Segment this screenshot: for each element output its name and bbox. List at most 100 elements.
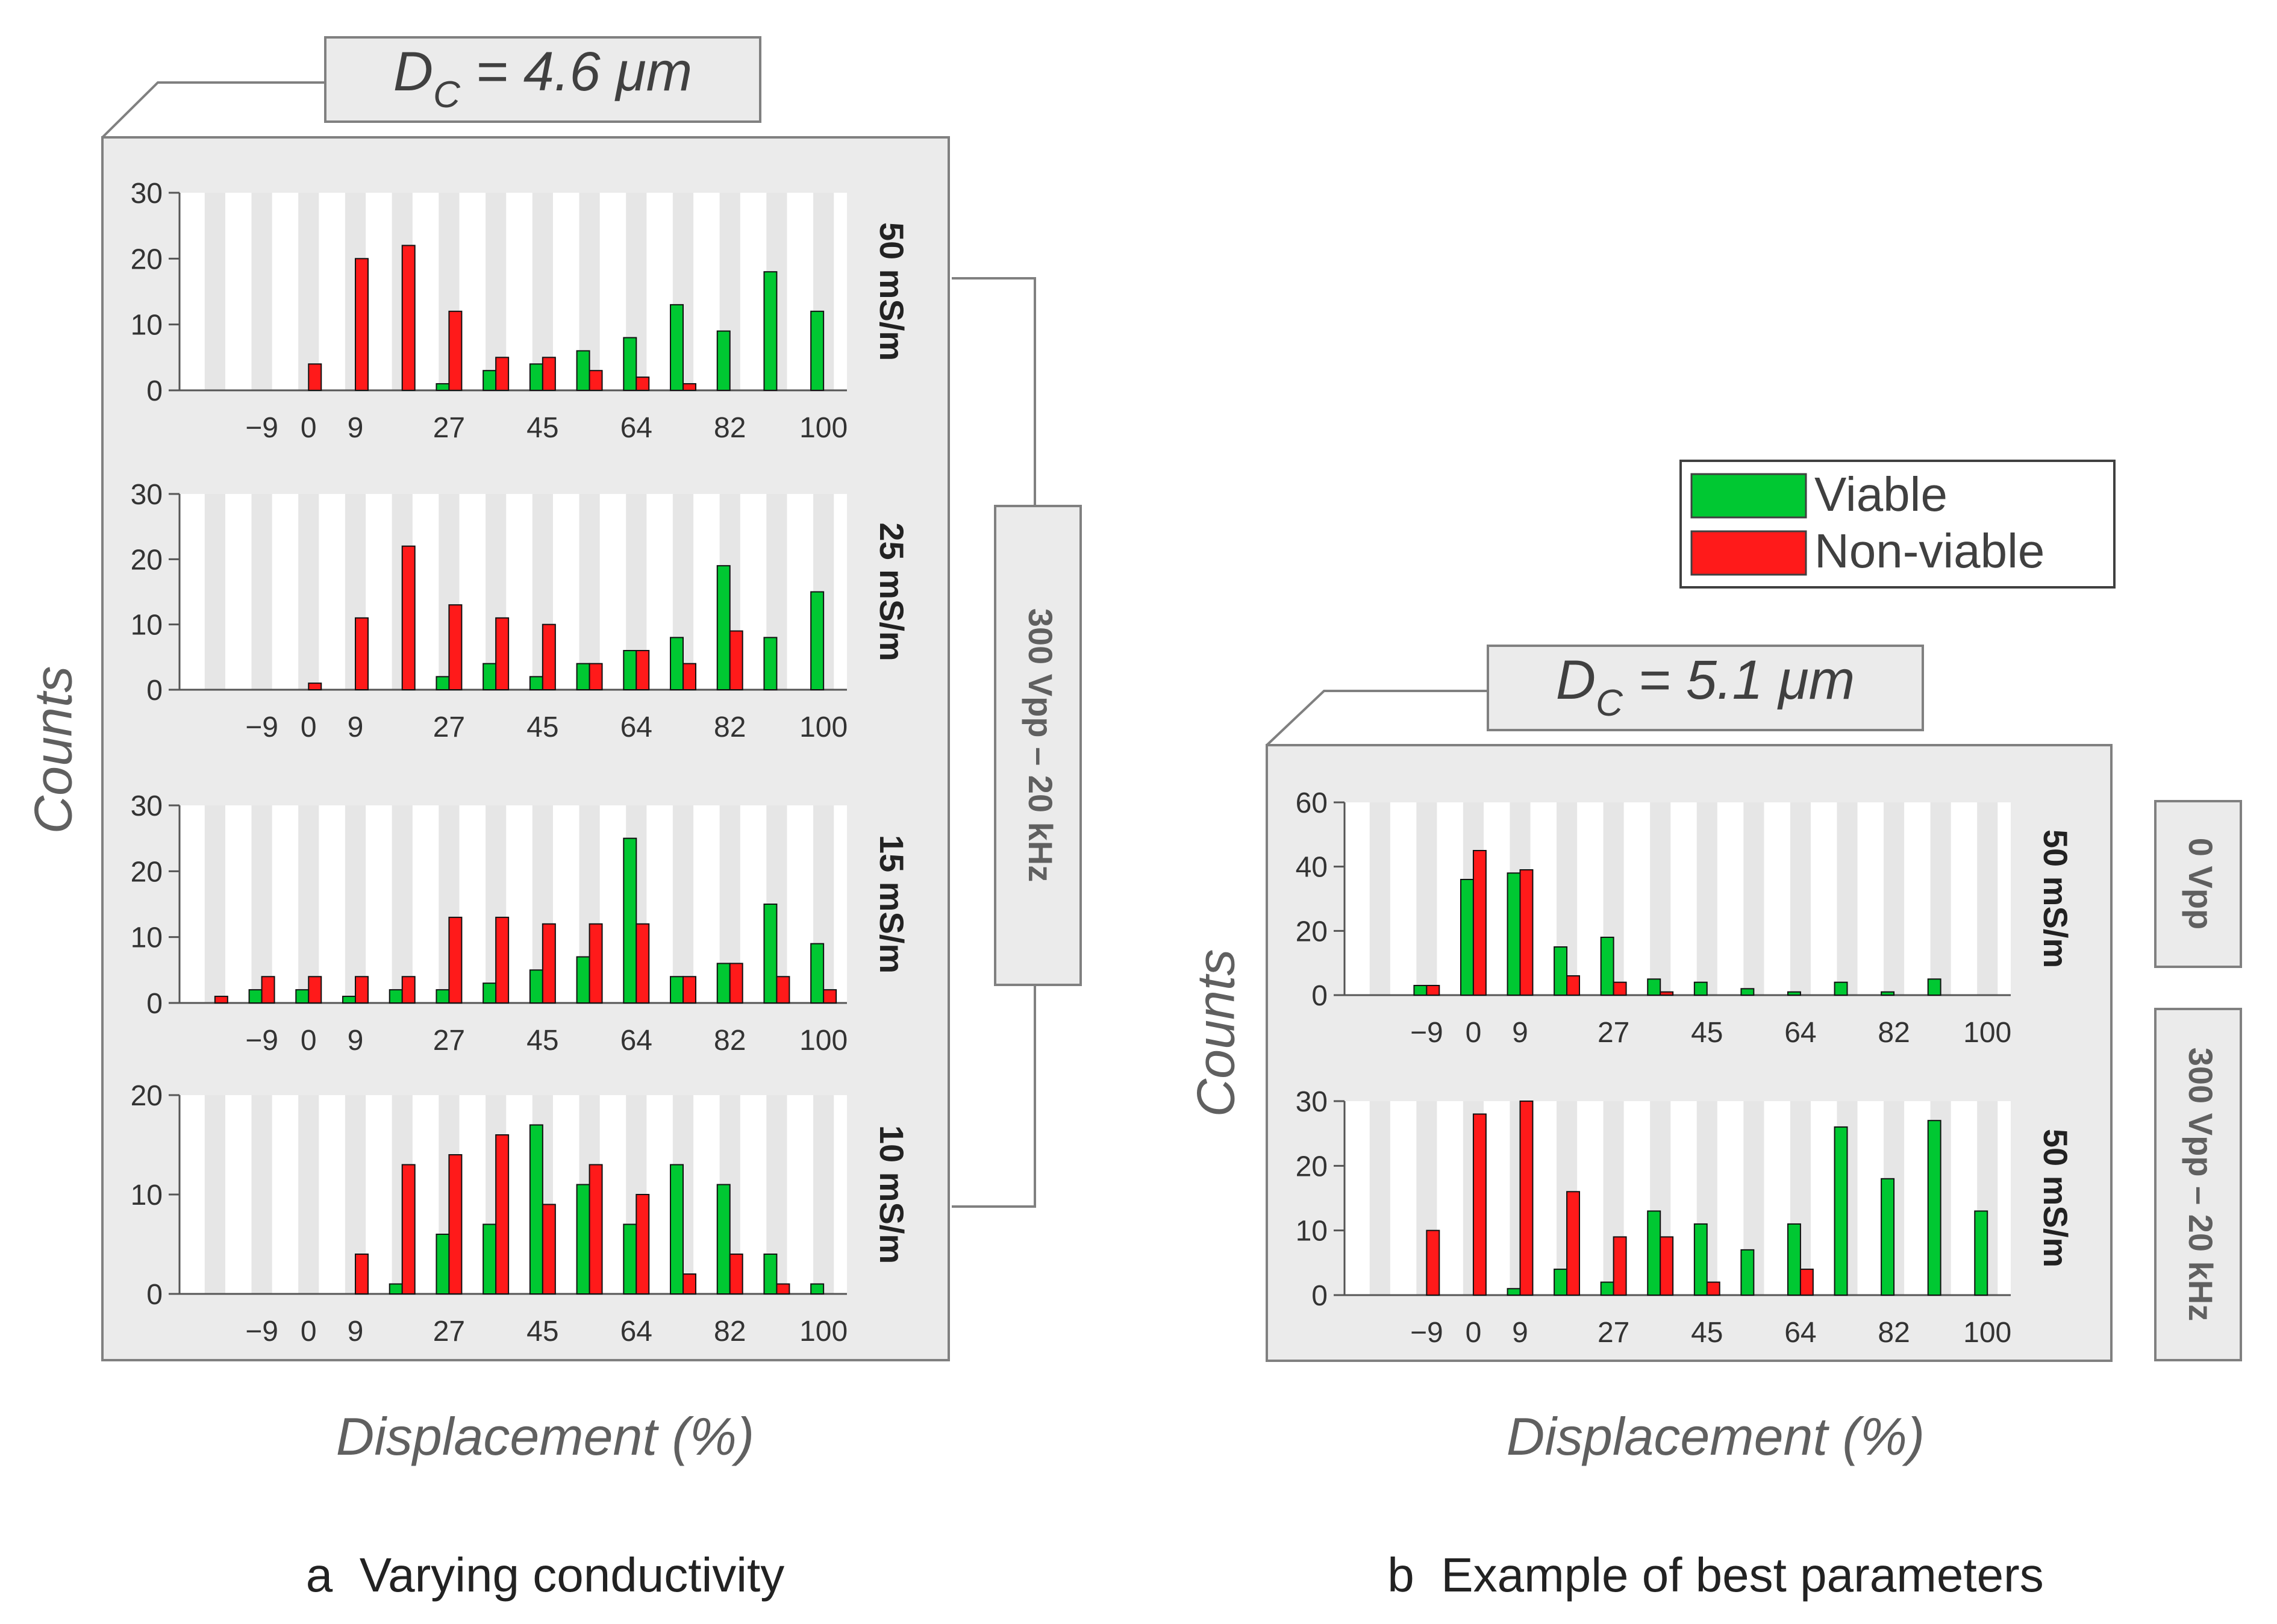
panel-a-bracket-top: [952, 277, 1036, 506]
x-tick-label: 100: [1963, 1017, 2011, 1049]
plot-area: [180, 1095, 847, 1294]
grid-stripe: [1650, 802, 1671, 995]
grid-stripe: [1416, 802, 1437, 995]
y-tick-label: 10: [131, 610, 163, 642]
panel-b-voltage-box-top: [2154, 800, 2242, 968]
x-tick-label: 82: [714, 1316, 746, 1348]
row-label: 15 mS/m: [873, 835, 911, 973]
bar-nonviable: [682, 976, 696, 1004]
x-tick-label: 27: [1598, 1317, 1629, 1349]
bar-viable: [1600, 937, 1614, 996]
bar-nonviable: [308, 682, 322, 690]
x-tick-label: 0: [301, 1025, 317, 1057]
grid-stripe: [204, 1095, 225, 1294]
x-tick-label: 27: [433, 1316, 465, 1348]
legend-swatch-viable: [1690, 473, 1807, 519]
panel-a-caption: a Varying conductivity: [306, 1548, 784, 1602]
bar-nonviable: [1472, 1113, 1487, 1296]
grid-stripe: [298, 1095, 319, 1294]
bar-nonviable: [729, 630, 743, 690]
panel-b-voltage-label-top: 0 Vpp: [2182, 838, 2220, 929]
x-tick-label: 82: [714, 1025, 746, 1057]
x-tick-label: 64: [1784, 1017, 1816, 1049]
bar-viable: [576, 956, 590, 1004]
x-tick-label: 64: [620, 1316, 652, 1348]
bar-nonviable: [776, 976, 790, 1004]
bar-viable: [1507, 872, 1521, 996]
x-tick-label: 27: [433, 711, 465, 743]
bar-nonviable: [1660, 1236, 1674, 1296]
y-tick-label: 30: [131, 178, 163, 210]
x-tick-label: 9: [348, 412, 364, 444]
bar-nonviable: [542, 357, 556, 391]
panel-b-x-axis-title: Displacement (%): [1507, 1407, 1925, 1466]
bar-viable: [1554, 946, 1568, 996]
bar-viable: [1554, 1269, 1568, 1296]
bar-viable: [810, 943, 825, 1004]
x-tick-label: 82: [714, 412, 746, 444]
bar-viable: [623, 650, 637, 690]
y-tick-label: 60: [1296, 787, 1328, 819]
bar-viable: [1927, 1120, 1941, 1296]
bar-viable: [716, 330, 731, 391]
bar-nonviable: [1566, 975, 1581, 996]
bar-viable: [670, 304, 684, 391]
bar-nonviable: [261, 976, 275, 1004]
bar-viable: [670, 637, 684, 691]
bar-viable: [810, 310, 825, 391]
grid-stripe: [1837, 802, 1858, 995]
x-tick-label: 0: [301, 711, 317, 743]
bar-nonviable: [589, 370, 603, 392]
grid-stripe: [672, 805, 694, 1003]
bar-nonviable: [495, 916, 510, 1004]
panel-b-diameter-label: DC = 5.1 μm: [1556, 649, 1855, 724]
bar-nonviable: [1519, 1101, 1534, 1296]
bar-nonviable: [448, 1154, 463, 1295]
y-tick-label: 30: [131, 479, 163, 511]
bar-viable: [1881, 991, 1895, 996]
bar-viable: [483, 663, 497, 690]
y-tick-label: 10: [131, 310, 163, 342]
x-tick-label: 27: [433, 1025, 465, 1057]
x-tick-label: 0: [1466, 1317, 1482, 1349]
bar-nonviable: [682, 383, 696, 391]
legend-label-nonviable: Non-viable: [1814, 524, 2044, 578]
y-tick-label: 20: [131, 243, 163, 275]
bar-viable: [576, 350, 590, 392]
bar-nonviable: [1426, 1229, 1440, 1296]
bar-nonviable: [776, 1283, 790, 1295]
row-label: 25 mS/m: [873, 522, 911, 661]
grid-stripe: [1369, 802, 1390, 995]
bar-viable: [670, 976, 684, 1004]
y-tick-label: 20: [131, 1080, 163, 1112]
bar-nonviable: [729, 1254, 743, 1295]
grid-stripe: [1930, 802, 1951, 995]
bar-nonviable: [308, 976, 322, 1004]
bar-viable: [389, 1283, 403, 1295]
bar-nonviable: [636, 376, 650, 392]
bar-viable: [1974, 1210, 1988, 1296]
grid-stripe: [204, 494, 225, 690]
x-tick-label: −9: [245, 1316, 278, 1348]
y-tick-label: 40: [1296, 852, 1328, 884]
x-tick-label: 0: [1466, 1017, 1482, 1049]
bar-viable: [436, 989, 450, 1004]
bar-viable: [670, 1164, 684, 1295]
y-tick-label: 10: [131, 922, 163, 954]
bar-nonviable: [729, 963, 743, 1004]
bar-viable: [1881, 1178, 1895, 1296]
x-tick-label: 100: [799, 1025, 848, 1057]
y-tick-label: 0: [146, 375, 163, 407]
bar-nonviable: [355, 617, 369, 691]
x-tick-label: 0: [301, 412, 317, 444]
bar-nonviable: [1472, 850, 1487, 996]
grid-stripe: [251, 193, 272, 390]
x-tick-label: 9: [1512, 1317, 1528, 1349]
bar-nonviable: [355, 976, 369, 1004]
bar-nonviable: [495, 617, 510, 691]
bar-viable: [716, 565, 731, 691]
bar-viable: [576, 1184, 590, 1295]
